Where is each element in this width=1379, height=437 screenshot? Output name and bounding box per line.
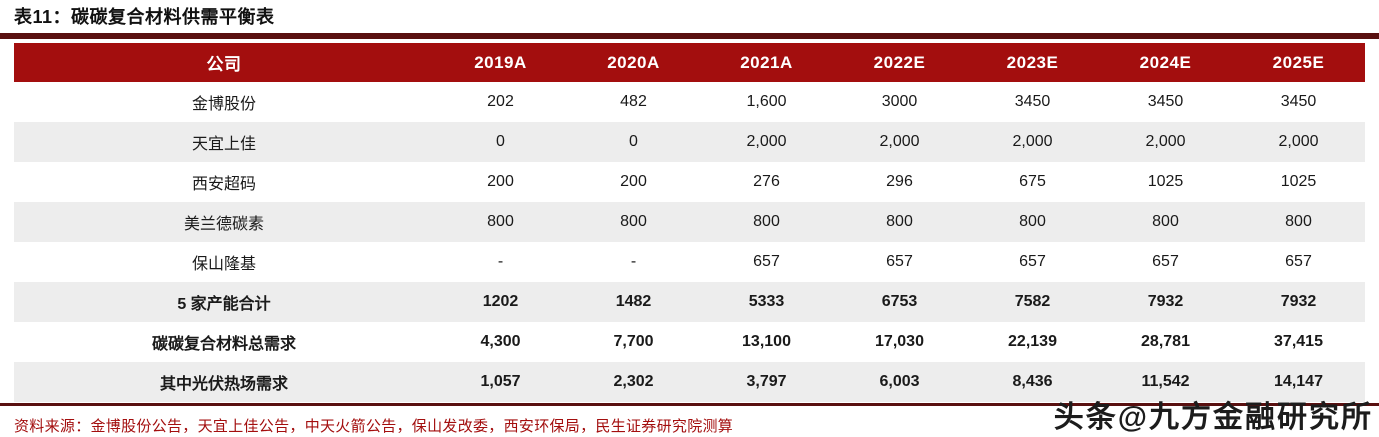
value-cell: 800 (886, 213, 913, 230)
value-cell: 0 (496, 133, 505, 150)
value-cell: 2,302 (613, 373, 654, 390)
table-row: 保山隆基 - - 657 657 657 657 657 (14, 242, 1365, 282)
column-header-2021a: 2021A (700, 43, 833, 82)
value-cell: 200 (620, 173, 647, 190)
company-cell: 金博股份 (191, 96, 256, 113)
table-row: 西安超码 200 200 276 296 675 1025 1025 (14, 162, 1365, 202)
watermark-text: 头条@九方金融研究所 (1053, 401, 1373, 434)
value-cell: 3450 (1147, 93, 1184, 110)
value-cell: 1202 (482, 293, 519, 310)
value-cell: 2,000 (879, 133, 920, 150)
column-header-2020a: 2020A (567, 43, 700, 82)
value-cell: 800 (1152, 213, 1179, 230)
value-cell: 3450 (1280, 93, 1317, 110)
value-cell: 276 (753, 173, 780, 190)
header-row: 公司 2019A 2020A 2021A 2022E 2023E 2024E 2… (14, 43, 1365, 82)
value-cell: 800 (1285, 213, 1312, 230)
value-cell: 200 (487, 173, 514, 190)
table-row-total-demand: 碳碳复合材料总需求 4,300 7,700 13,100 17,030 22,1… (14, 322, 1365, 362)
value-cell: 13,100 (742, 333, 791, 350)
value-cell: 7932 (1147, 293, 1184, 310)
value-cell: 8,436 (1012, 373, 1053, 390)
column-header-2024e: 2024E (1099, 43, 1232, 82)
value-cell: 657 (753, 253, 780, 270)
company-cell: 其中光伏热场需求 (159, 376, 288, 393)
value-cell: 1025 (1280, 173, 1317, 190)
company-cell: 美兰德碳素 (183, 216, 264, 233)
supply-demand-table: 公司 2019A 2020A 2021A 2022E 2023E 2024E 2… (14, 43, 1365, 402)
value-cell: 2,000 (1145, 133, 1186, 150)
company-cell: 5 家产能合计 (177, 296, 271, 313)
table-row: 金博股份 202 482 1,600 3000 3450 3450 3450 (14, 82, 1365, 122)
value-cell: 3,797 (746, 373, 787, 390)
company-cell: 保山隆基 (191, 256, 256, 273)
table-row: 天宜上佳 0 0 2,000 2,000 2,000 2,000 2,000 (14, 122, 1365, 162)
value-cell: 7582 (1014, 293, 1051, 310)
value-cell: 296 (886, 173, 913, 190)
value-cell: 800 (620, 213, 647, 230)
value-cell: 657 (1019, 253, 1046, 270)
value-cell: 5333 (748, 293, 785, 310)
value-cell: 4,300 (480, 333, 521, 350)
value-cell: 6753 (881, 293, 918, 310)
value-cell: 800 (1019, 213, 1046, 230)
value-cell: 657 (1152, 253, 1179, 270)
value-cell: 6,003 (879, 373, 920, 390)
value-cell: 11,542 (1141, 373, 1190, 390)
column-header-company: 公司 (14, 43, 434, 82)
value-cell: 2,000 (746, 133, 787, 150)
value-cell: 657 (1285, 253, 1312, 270)
value-cell: 800 (487, 213, 514, 230)
value-cell: 202 (487, 93, 514, 110)
value-cell: 2,000 (1278, 133, 1319, 150)
column-header-2022e: 2022E (833, 43, 966, 82)
table-row: 美兰德碳素 800 800 800 800 800 800 800 (14, 202, 1365, 242)
value-cell: - (497, 253, 504, 270)
table-title: 表11：碳碳复合材料供需平衡表 (14, 7, 275, 27)
value-cell: 3450 (1014, 93, 1051, 110)
value-cell: 1,600 (746, 93, 787, 110)
value-cell: - (630, 253, 637, 270)
value-cell: 1482 (615, 293, 652, 310)
value-cell: 2,000 (1012, 133, 1053, 150)
value-cell: 37,415 (1274, 333, 1323, 350)
table-bottom-rule (0, 403, 1379, 406)
table-row-total-capacity: 5 家产能合计 1202 1482 5333 6753 7582 7932 79… (14, 282, 1365, 322)
value-cell: 17,030 (875, 333, 924, 350)
value-cell: 14,147 (1274, 373, 1323, 390)
column-header-2019a: 2019A (434, 43, 567, 82)
value-cell: 7,700 (613, 333, 654, 350)
value-cell: 0 (629, 133, 638, 150)
source-note: 资料来源：金博股份公告，天宜上佳公告，中天火箭公告，保山发改委，西安环保局，民生… (14, 418, 734, 435)
column-header-2023e: 2023E (966, 43, 1099, 82)
value-cell: 22,139 (1008, 333, 1057, 350)
value-cell: 1025 (1147, 173, 1184, 190)
value-cell: 675 (1019, 173, 1046, 190)
title-underline-bar (0, 33, 1379, 39)
value-cell: 657 (886, 253, 913, 270)
company-cell: 西安超码 (191, 176, 256, 193)
column-header-2025e: 2025E (1232, 43, 1365, 82)
value-cell: 7932 (1280, 293, 1317, 310)
value-cell: 1,057 (480, 373, 521, 390)
value-cell: 482 (620, 93, 647, 110)
company-cell: 碳碳复合材料总需求 (151, 336, 296, 353)
value-cell: 800 (753, 213, 780, 230)
company-cell: 天宜上佳 (191, 136, 256, 153)
value-cell: 3000 (881, 93, 918, 110)
value-cell: 28,781 (1141, 333, 1190, 350)
table-row-pv-demand: 其中光伏热场需求 1,057 2,302 3,797 6,003 8,436 1… (14, 362, 1365, 402)
